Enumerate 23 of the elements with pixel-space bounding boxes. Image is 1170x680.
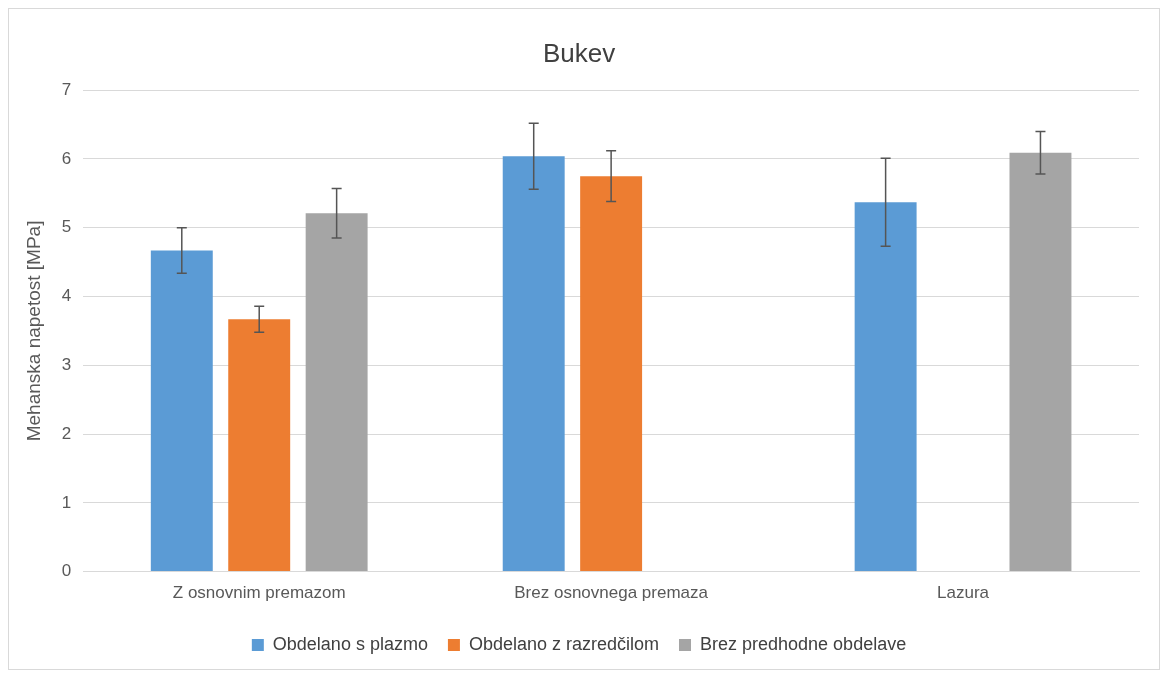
legend-label: Obdelano s plazmo — [272, 633, 428, 654]
bar — [854, 202, 917, 572]
bar — [1009, 152, 1072, 572]
y-tick-label: 5 — [61, 217, 72, 237]
y-tick-label: 1 — [61, 492, 72, 512]
bar — [150, 250, 213, 572]
y-tick-label: 7 — [61, 79, 72, 99]
y-axis-title: Mehanska napetost [MPa] — [22, 220, 44, 442]
y-tick-label: 6 — [61, 148, 72, 168]
legend-label: Obdelano z razredčilom — [468, 633, 660, 654]
y-tick-label: 2 — [61, 423, 72, 443]
bar — [305, 213, 368, 572]
y-tick-label: 4 — [61, 286, 72, 306]
y-tick-label: 0 — [61, 561, 72, 581]
bar — [502, 156, 565, 572]
x-tick-label: Z osnovnim premazom — [172, 583, 346, 603]
bar — [228, 319, 291, 572]
y-tick-label: 3 — [61, 354, 72, 374]
x-tick-label: Lazura — [937, 583, 990, 603]
bar — [580, 176, 643, 572]
x-tick-label: Brez osnovnega premaza — [514, 583, 709, 603]
chart-title: Bukev — [542, 37, 616, 68]
legend-label: Brez predhodne obdelave — [700, 633, 907, 654]
